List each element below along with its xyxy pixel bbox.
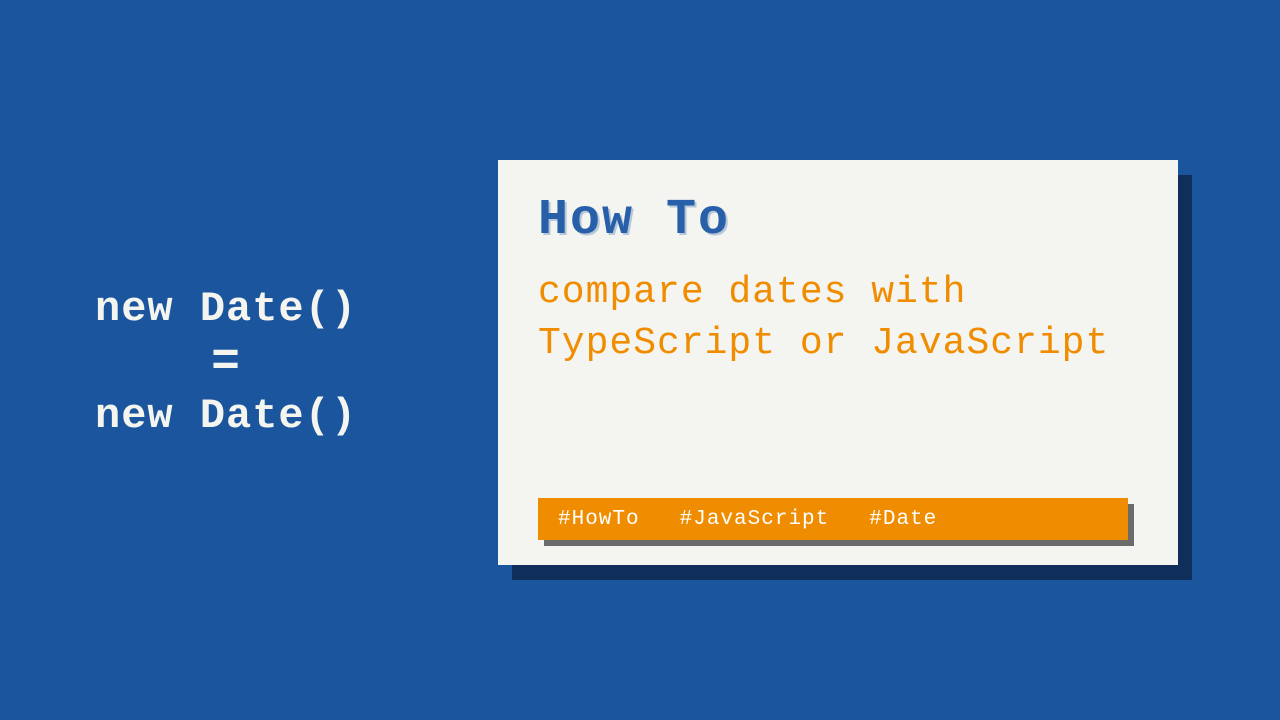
tags-bar: #HowTo #JavaScript #Date — [538, 498, 1128, 540]
code-line-2: new Date() — [95, 387, 357, 446]
card-heading: How To — [538, 192, 1138, 249]
tag-date: #Date — [869, 508, 937, 531]
code-snippet: new Date() = new Date() — [95, 280, 357, 446]
tag-javascript: #JavaScript — [680, 508, 830, 531]
tag-howto: #HowTo — [558, 508, 640, 531]
card-subheading: compare dates with TypeScript or JavaScr… — [538, 267, 1138, 370]
info-card: How To compare dates with TypeScript or … — [498, 160, 1178, 565]
code-equals: = — [95, 339, 357, 387]
code-line-1: new Date() — [95, 280, 357, 339]
